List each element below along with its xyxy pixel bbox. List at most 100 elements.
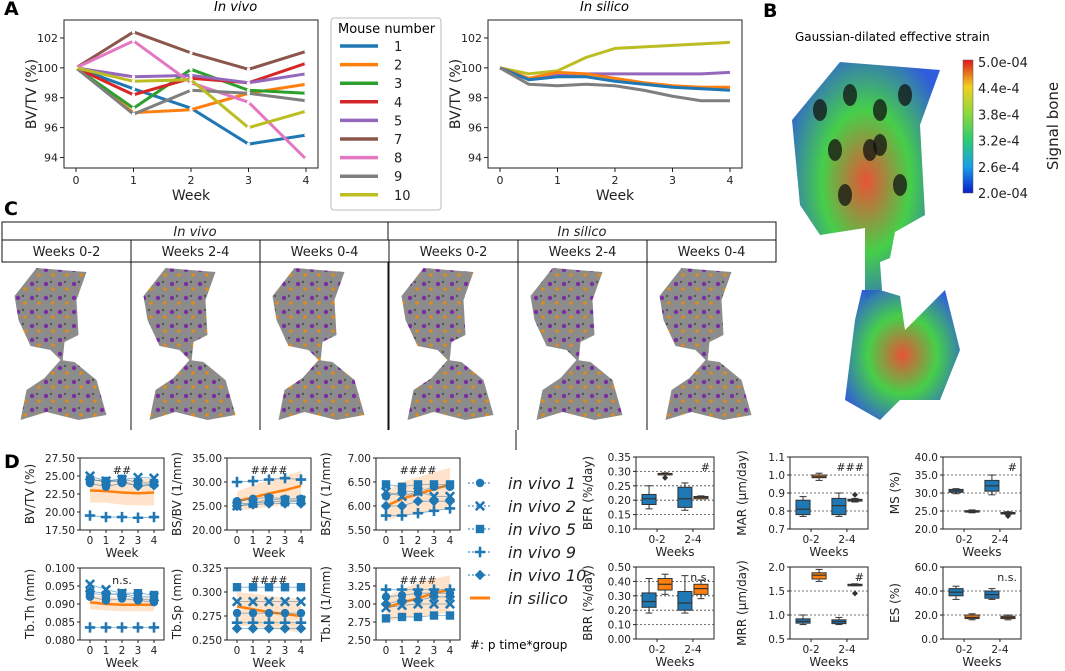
- x-axis-label: Week: [253, 546, 286, 560]
- marker-circle: [381, 592, 391, 601]
- marker-diamond: [444, 496, 456, 507]
- x-tick-label: 0-2: [802, 644, 819, 656]
- column-header: Weeks 0-4: [678, 245, 746, 260]
- marker-square: [397, 612, 407, 622]
- legend-item-label: 7: [394, 133, 402, 148]
- legend-mouse-number: 1 2 3 4 5 7 8 9 10: [330, 17, 442, 211]
- legend-item-label: in vivo 1: [508, 474, 576, 493]
- marker-diamond: [231, 623, 243, 634]
- marker-x: [428, 598, 440, 610]
- marker-square: [264, 583, 274, 592]
- y-tick-label: 0.085: [45, 617, 75, 629]
- marker-square: [232, 583, 242, 592]
- colorbar-tick-label: 3.8e-4: [978, 108, 1020, 123]
- marker-diamond: [231, 500, 243, 512]
- marker-x: [263, 596, 275, 607]
- marker-circle: [296, 608, 306, 618]
- bone-render-lower: [149, 360, 236, 420]
- data-point: [246, 100, 251, 104]
- significance-label: n.s.: [997, 571, 1017, 584]
- marker-square: [429, 480, 439, 489]
- chart-D_tbsp: 0.250 0.275 0.300 0.325 0 1 2 3 4 Week Tb.Sp (mm) #…: [170, 563, 312, 670]
- legend-item-label: 4: [394, 96, 402, 111]
- x-tick-label: 3: [245, 174, 252, 187]
- significance-label: #: [701, 461, 710, 474]
- data-point: [304, 72, 308, 76]
- x-tick-label: 1: [103, 645, 110, 657]
- x-tick-label: 4: [298, 535, 305, 547]
- legend-item-label: 8: [394, 152, 402, 167]
- marker-plus: [84, 510, 96, 521]
- y-tick-label: 0.100: [45, 563, 75, 575]
- y-tick-label: 0.0: [921, 634, 938, 646]
- marker-plus: [148, 622, 160, 633]
- y-tick-label: 25.00: [45, 471, 75, 483]
- y-axis-label: MS (%): [888, 472, 902, 515]
- marker-diamond: [444, 591, 456, 602]
- column-header: Weeks 2-4: [162, 245, 230, 260]
- series-line-mouse-10: [499, 40, 731, 76]
- x-tick-label: 3: [431, 535, 438, 547]
- colorbar-label: Signal bone: [1044, 82, 1062, 170]
- legend-item-label: 2: [394, 59, 402, 74]
- data-point: [304, 91, 308, 95]
- y-tick-label: 0.9: [768, 488, 785, 500]
- x-tick-label: 0: [73, 174, 80, 187]
- y-tick-label: 0.090: [45, 599, 75, 611]
- marker-diamond: [396, 595, 408, 606]
- marker-square: [429, 611, 439, 620]
- x-axis-label: Weeks: [962, 655, 1001, 669]
- y-axis-label: BS/TV (1/mm): [319, 452, 333, 535]
- x-tick-label: 2-4: [991, 644, 1008, 656]
- y-tick-label: 0.7: [768, 524, 785, 536]
- y-axis-label: BV/TV (%): [448, 59, 464, 129]
- y-tick-label: 0.15: [608, 510, 631, 522]
- colorbar: 5.0e-04 4.4e-4 3.8e-4 3.2e-4 2.6e-4 2.0e-04 Si…: [962, 56, 1062, 202]
- marker-square: [445, 611, 455, 620]
- x-tick-label: 0-2: [955, 644, 972, 656]
- data-point: [304, 61, 308, 65]
- data-point: [131, 106, 136, 110]
- x-tick-label: 2-4: [838, 644, 855, 656]
- marker-plus: [295, 474, 307, 485]
- x-tick-label: 4: [447, 645, 454, 657]
- plot-frame: [942, 566, 1022, 640]
- data-point: [246, 88, 251, 92]
- marker-plus: [116, 622, 128, 633]
- box-in-vivo: [677, 590, 693, 611]
- marker-square: [397, 482, 407, 491]
- marker-diamond: [428, 591, 440, 602]
- y-tick-label: 20.00: [45, 507, 75, 519]
- x-tick-label: 1: [399, 535, 406, 547]
- y-tick-label: 40.0: [915, 452, 938, 464]
- marker-plus: [84, 622, 96, 633]
- marker-diamond: [116, 589, 128, 601]
- marker-x: [295, 596, 307, 607]
- marker-diamond: [412, 595, 424, 606]
- y-tick-label: 20.0: [915, 610, 938, 622]
- marker-diamond: [247, 499, 259, 510]
- marker-plus: [396, 584, 408, 595]
- data-point: [189, 88, 193, 92]
- y-axis-label: BFR (%/day): [581, 456, 595, 530]
- y-axis-label: BV/TV (%): [24, 59, 40, 129]
- data-point: [189, 51, 193, 55]
- y-tick-label: 0.30: [608, 466, 631, 478]
- data-point: [246, 142, 251, 146]
- insilico-line: [89, 600, 154, 606]
- marker-circle: [248, 608, 258, 618]
- bone-pore: [843, 84, 857, 106]
- bone-pore: [873, 99, 887, 121]
- y-tick-label: 1.0: [768, 610, 785, 622]
- x-tick-label: 2: [119, 645, 126, 657]
- marker-plus: [100, 511, 112, 523]
- marker-diamond: [132, 593, 144, 604]
- marker-square: [296, 583, 306, 592]
- bone-render-upper: [659, 268, 732, 362]
- marker-diamond: [380, 598, 392, 610]
- data-point: [304, 82, 308, 86]
- strain-bone-render: 5.0e-04 4.4e-4 3.8e-4 3.2e-4 2.6e-4 2.0e-04 Si…: [792, 56, 1062, 420]
- marker-circle: [232, 608, 242, 618]
- marker-plus: [100, 622, 112, 633]
